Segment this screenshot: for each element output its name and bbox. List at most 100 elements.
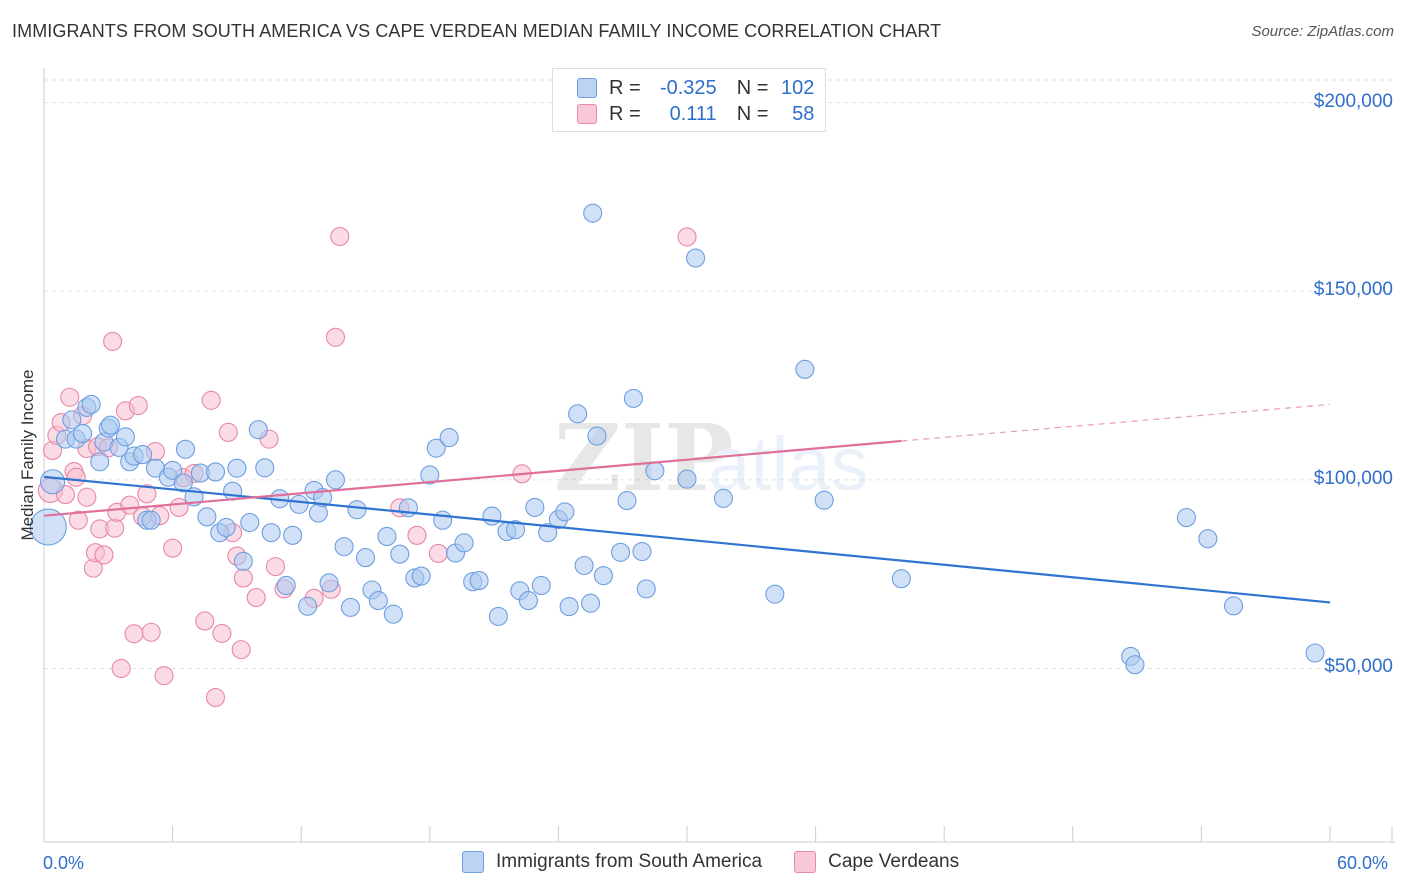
south-america-point xyxy=(276,575,296,596)
south-america-point xyxy=(163,460,183,480)
south-america-point xyxy=(505,520,526,540)
cape-verdean-point xyxy=(231,640,251,660)
trend-lines xyxy=(43,403,1331,604)
south-america-point xyxy=(433,510,453,530)
cape-verdean-point xyxy=(330,226,350,247)
south-america-point xyxy=(426,438,446,458)
south-america-point xyxy=(383,604,403,624)
south-america-point xyxy=(289,494,309,514)
south-america-point xyxy=(377,526,397,546)
cape-verdean-point xyxy=(124,624,144,644)
y-tick-label: $50,000 xyxy=(1324,656,1393,678)
axes xyxy=(43,68,1395,843)
south-america-point xyxy=(593,566,613,586)
south-america-point xyxy=(580,593,601,613)
south-america-point xyxy=(197,507,217,527)
south-america-point xyxy=(319,573,339,593)
cape-verdean-point xyxy=(265,557,286,577)
cape-verdean-point xyxy=(195,611,215,631)
legend-n-value: 58 xyxy=(792,102,815,125)
south-america-point xyxy=(40,469,66,495)
y-tick-label: $150,000 xyxy=(1313,279,1393,301)
cape-verdean-point xyxy=(111,658,131,679)
south-america-point xyxy=(62,410,82,430)
x-tick-label-max: 60.0% xyxy=(1337,853,1389,873)
south-america-point xyxy=(713,488,733,508)
south-america-point xyxy=(29,508,67,546)
south-america-point xyxy=(325,470,346,490)
watermark-atlas: atlas xyxy=(708,422,869,507)
south-america-point xyxy=(795,359,815,379)
south-america-point xyxy=(347,500,367,520)
y-tick-label: $100,000 xyxy=(1313,467,1393,489)
cape-verdean-point xyxy=(154,666,174,686)
cape-verdean-point xyxy=(169,497,189,517)
south-america-point xyxy=(611,542,631,562)
cape-verdean-trend-line xyxy=(43,439,902,517)
south-america-point xyxy=(298,596,318,616)
south-america-point xyxy=(313,488,333,508)
cape-verdean-point xyxy=(233,568,253,588)
cape-verdean-point xyxy=(103,331,123,351)
legend-n-label: N = xyxy=(736,102,769,125)
cape-verdean-point xyxy=(428,543,448,563)
cape-verdean-point xyxy=(201,390,221,410)
cape-verdeans-points xyxy=(37,226,697,708)
south-america-point xyxy=(216,517,236,537)
south-america-point xyxy=(469,571,489,591)
south-america-point xyxy=(645,461,665,481)
south-america-point xyxy=(205,462,226,482)
south-america-point xyxy=(411,566,431,586)
chart-source: Source: ZipAtlas.com xyxy=(1251,23,1394,40)
legend-r-value: -0.325 xyxy=(659,76,717,99)
cape-verdean-point xyxy=(205,687,226,708)
south-america-point xyxy=(115,427,135,447)
south-america-point xyxy=(538,523,558,543)
legend-swatch-blue xyxy=(577,78,597,98)
south-america-point xyxy=(334,537,354,557)
series-swatch-blue xyxy=(462,851,484,873)
south-america-point xyxy=(574,555,594,576)
south-america-point xyxy=(587,426,607,446)
south-america-point xyxy=(488,606,508,626)
correlation-legend: R = -0.325 N = 102 R = 0.111 N = 58 xyxy=(552,68,826,132)
south-america-point xyxy=(617,491,637,511)
south-america-point xyxy=(133,445,153,465)
legend-swatch-pink xyxy=(577,104,597,124)
cape-verdean-point xyxy=(128,395,148,416)
south-america-point xyxy=(355,548,376,568)
legend-r-label: R = xyxy=(609,76,641,99)
cape-verdean-point xyxy=(141,622,161,642)
south-america-point xyxy=(173,473,193,493)
south-america-point xyxy=(233,551,253,571)
south-america-point xyxy=(559,597,579,617)
south-america-point xyxy=(240,512,260,533)
south-america-point xyxy=(518,591,538,611)
south-america-point xyxy=(765,584,785,604)
legend-r-value: 0.111 xyxy=(669,102,717,125)
south-america-point xyxy=(555,502,575,522)
cape-verdean-point xyxy=(163,538,183,558)
cape-verdean-point xyxy=(212,623,232,643)
south-america-point xyxy=(81,394,101,414)
cape-verdean-point xyxy=(677,227,697,247)
south-america-point xyxy=(1224,596,1244,616)
legend-n-value: 102 xyxy=(781,76,815,99)
south-america-point xyxy=(100,415,120,435)
y-tick-label: $200,000 xyxy=(1313,90,1393,112)
y-axis-label: Median Family Income xyxy=(18,369,37,541)
south-america-point xyxy=(525,497,545,517)
south-america-point xyxy=(531,575,551,596)
cape-verdean-point xyxy=(105,518,125,538)
south-america-point xyxy=(568,404,588,424)
south-america-point xyxy=(482,506,502,526)
south-america-point xyxy=(390,544,410,564)
legend-row-south-america: R = -0.325 N = 102 xyxy=(577,75,814,101)
south-america-point xyxy=(420,465,440,485)
south-america-point xyxy=(686,248,706,268)
south-america-point xyxy=(1305,643,1325,663)
south-america-point xyxy=(368,591,388,611)
cape-verdean-point xyxy=(325,327,346,347)
cape-verdean-point xyxy=(94,545,114,565)
